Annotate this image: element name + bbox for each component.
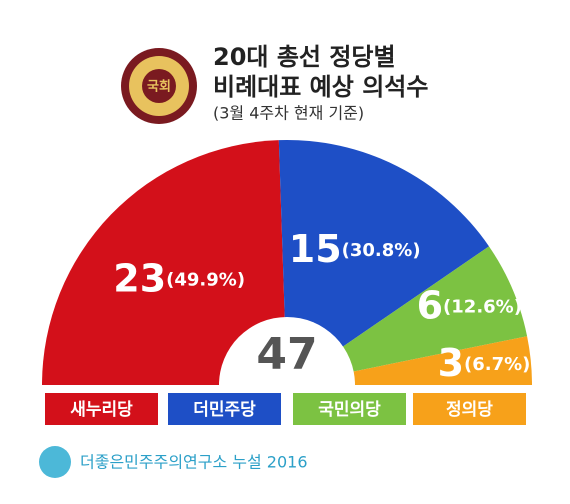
slice-share: (49.9%) [166, 270, 245, 291]
slice-share: (6.7%) [464, 354, 530, 375]
legend-label: 새누리당 [70, 400, 133, 420]
subtitle: (3월 4주차 현재 기준) [213, 104, 364, 123]
slice-value: 15 [289, 227, 342, 271]
slice-label: 15(30.8%) [289, 227, 421, 271]
logo: 국회 [121, 48, 197, 124]
footer: 더좋은민주주의연구소 누설 2016 [80, 453, 308, 472]
logo-center [142, 69, 176, 103]
slice [287, 246, 528, 385]
slice-value: 6 [417, 283, 443, 327]
legend-swatch [168, 393, 281, 425]
slice-label: 6(12.6%) [417, 283, 522, 327]
slice-label: 3(6.7%) [438, 341, 531, 385]
slice-value: 3 [438, 341, 464, 385]
plot: 23(49.9%) 15(30.8%) 6(12.6%) 3(6.7%) 47 새누리당 더… [30, 139, 540, 425]
slice-label: 23(49.9%) [113, 256, 245, 300]
title-line: 비례대표 예상 의석수 [213, 73, 428, 101]
total: 47 [256, 329, 317, 380]
legend-label: 정의당 [446, 400, 493, 420]
logo-text: 국회 [147, 79, 171, 95]
title-line: 20대 총선 정당별 [213, 43, 396, 71]
slice-value: 23 [113, 256, 166, 300]
legend-swatch [413, 393, 526, 425]
slice [42, 140, 287, 385]
legend-swatch [45, 393, 158, 425]
legend-swatch [293, 393, 406, 425]
slice-share: (30.8%) [342, 240, 421, 261]
legend-label: 더민주당 [193, 400, 256, 420]
slice [278, 139, 489, 385]
donut-hole [219, 317, 355, 385]
slice-share: (12.6%) [443, 297, 522, 318]
baseline-cover [30, 385, 540, 391]
footer-logo [39, 446, 71, 478]
legend-label: 국민의당 [318, 400, 381, 420]
